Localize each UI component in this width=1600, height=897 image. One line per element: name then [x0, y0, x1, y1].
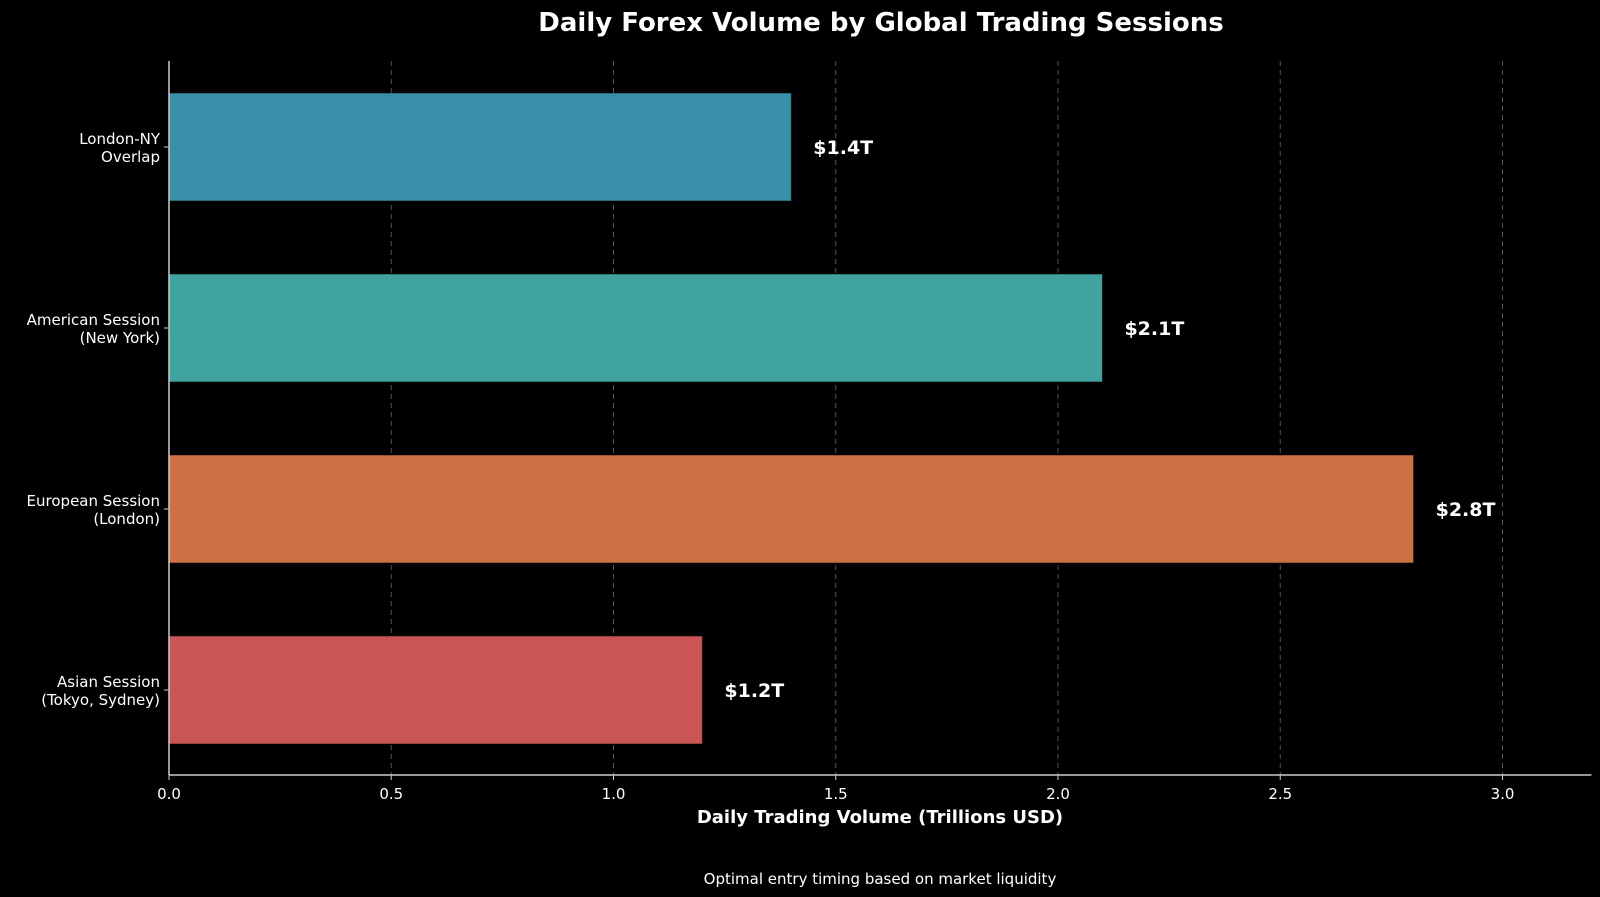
bar — [168, 273, 1103, 383]
bar — [168, 92, 792, 202]
bar-value-label: $1.2T — [724, 680, 784, 702]
y-tick-label: American Session (New York) — [27, 311, 160, 347]
x-tick-label: 0.0 — [157, 785, 181, 803]
bar-value-label: $2.8T — [1436, 499, 1496, 521]
y-tick-label: London-NY Overlap — [79, 130, 161, 166]
axes — [168, 61, 1592, 776]
chart-title: Daily Forex Volume by Global Trading Ses… — [538, 8, 1223, 38]
y-tick-label: European Session (London) — [27, 492, 160, 528]
bars: $1.2T $2.8T $2.1T $1.4T — [168, 92, 1496, 745]
bar-value-label: $2.1T — [1124, 318, 1184, 340]
y-axis-ticks: Asian Session (Tokyo, Sydney) European Ses… — [27, 130, 169, 709]
chart-footnote: Optimal entry timing based on market liq… — [704, 870, 1057, 888]
y-tick-label: Asian Session (Tokyo, Sydney) — [41, 673, 160, 709]
x-tick-label: 2.0 — [1046, 785, 1070, 803]
bar-value-label: $1.4T — [813, 137, 873, 159]
x-tick-label: 2.5 — [1268, 785, 1292, 803]
x-tick-label: 1.5 — [824, 785, 848, 803]
x-tick-label: 1.0 — [602, 785, 626, 803]
x-tick-label: 3.0 — [1491, 785, 1515, 803]
x-axis-ticks: 0.0 0.5 1.0 1.5 2.0 2.5 3.0 — [157, 775, 1514, 803]
x-tick-label: 0.5 — [379, 785, 403, 803]
x-axis-label: Daily Trading Volume (Trillions USD) — [697, 807, 1063, 828]
bar — [168, 635, 703, 745]
bar — [168, 454, 1415, 564]
